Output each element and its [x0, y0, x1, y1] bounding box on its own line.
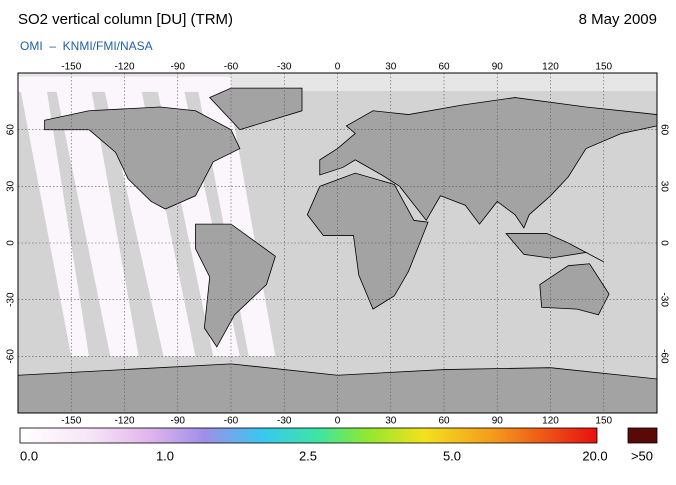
map-frame	[17, 72, 658, 414]
lat-tick-label: 60	[658, 124, 669, 136]
lat-tick-label: -30	[6, 292, 17, 307]
date: 8 May 2009	[579, 11, 657, 28]
colorbar	[19, 427, 598, 444]
colorbar-overflow	[627, 427, 658, 444]
lat-tick-label: 0	[658, 240, 669, 246]
colorbar-label: 1.0	[156, 448, 174, 463]
swath	[53, 76, 139, 357]
lon-tick-label: -30	[277, 62, 292, 73]
land	[209, 87, 303, 131]
lon-tick-label: -90	[171, 62, 186, 73]
land	[319, 97, 657, 229]
colorbar-label: >50	[631, 448, 653, 463]
lon-tick-label: 150	[595, 416, 612, 427]
title: SO2 vertical column [DU] (TRM)	[18, 11, 233, 28]
lon-tick-label: 90	[492, 62, 504, 73]
lon-tick-label: 60	[438, 62, 450, 73]
lon-tick-label: 0	[335, 62, 341, 73]
lon-tick-label: -120	[114, 416, 134, 427]
lon-tick-label: -90	[171, 416, 186, 427]
lon-tick-label: -60	[224, 62, 239, 73]
lat-tick-label: -60	[6, 349, 17, 364]
lon-tick-label: 60	[438, 416, 450, 427]
lon-tick-label: 120	[542, 416, 559, 427]
map	[18, 73, 657, 413]
lon-tick-label: -150	[61, 416, 81, 427]
lon-tick-label: -60	[224, 416, 239, 427]
land	[44, 106, 241, 210]
lat-tick-label: 0	[6, 240, 17, 246]
lon-tick-label: -150	[61, 62, 81, 73]
colorbar-label: 0.0	[20, 448, 38, 463]
lon-tick-label: 0	[335, 416, 341, 427]
lat-tick-label: 30	[658, 181, 669, 193]
lat-tick-label: 30	[6, 180, 17, 192]
lon-tick-label: 30	[385, 62, 397, 73]
lat-tick-label: -30	[658, 292, 669, 307]
lat-tick-label: 60	[6, 124, 17, 136]
lon-tick-label: -120	[114, 62, 134, 73]
colorbar-label: 5.0	[443, 448, 461, 463]
colorbar-label: 20.0	[582, 448, 607, 463]
lon-tick-label: 30	[385, 416, 397, 427]
lon-tick-label: 120	[542, 62, 559, 73]
lon-tick-label: 90	[492, 416, 504, 427]
credit: OMI – KNMI/FMI/NASA	[20, 39, 153, 53]
lon-tick-label: 150	[595, 62, 612, 73]
lat-tick-label: -60	[658, 349, 669, 364]
land	[195, 223, 276, 348]
lon-tick-label: -30	[277, 416, 292, 427]
swath	[18, 76, 89, 357]
colorbar-label: 2.5	[299, 448, 317, 463]
